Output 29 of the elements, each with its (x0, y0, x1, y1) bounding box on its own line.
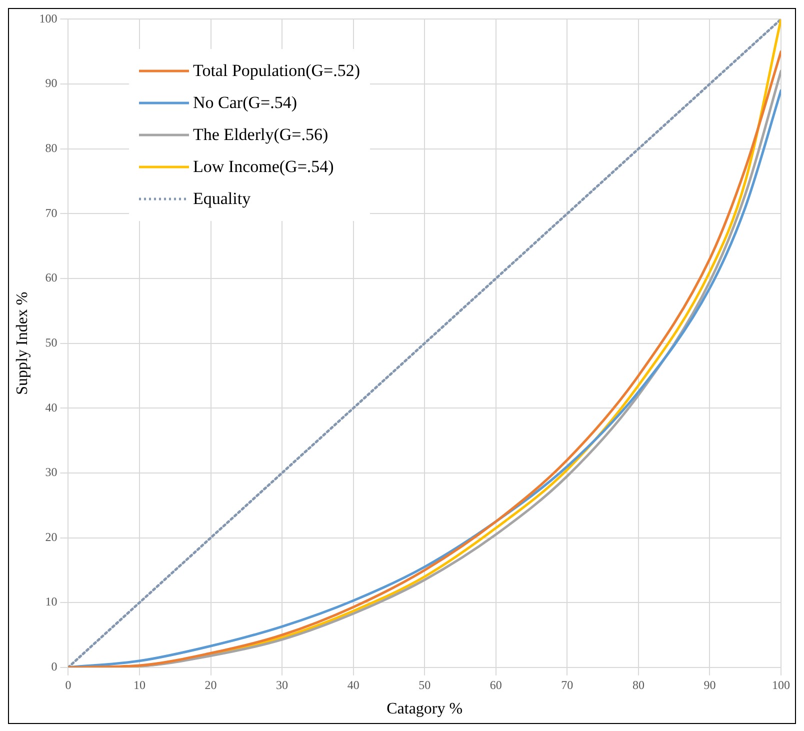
x-tick-label: 60 (490, 678, 502, 692)
x-tick-label: 100 (772, 678, 790, 692)
legend-label: Low Income(G=.54) (193, 157, 334, 177)
y-tick-label: 60 (45, 270, 58, 285)
y-tick-label: 0 (51, 660, 58, 674)
legend-label: The Elderly(G=.56) (193, 125, 328, 145)
y-tick-label: 40 (45, 400, 58, 414)
y-tick-label: 100 (39, 11, 58, 26)
y-tick-label: 50 (45, 335, 58, 350)
x-tick-label: 90 (704, 678, 716, 692)
x-tick-label: 10 (133, 678, 146, 692)
x-axis-title: Catagory % (386, 700, 463, 718)
y-tick-label: 80 (45, 140, 58, 155)
y-tick-label: 30 (45, 465, 58, 480)
x-tick-label: 30 (276, 678, 288, 692)
x-tick-label: 80 (632, 678, 644, 692)
legend-label: Total Population(G=.52) (193, 61, 360, 81)
legend-label: No Car(G=.54) (193, 93, 298, 113)
y-tick-label: 90 (45, 76, 58, 90)
x-tick-label: 70 (561, 678, 574, 692)
y-axis-title: Supply Index % (14, 292, 31, 395)
x-tick-label: 50 (418, 678, 431, 692)
x-tick-label: 40 (347, 678, 360, 692)
x-tick-label: 0 (65, 678, 72, 692)
y-tick-label: 10 (45, 594, 58, 609)
legend-label: Equality (193, 189, 251, 209)
y-tick-label: 70 (45, 206, 58, 220)
y-tick-label: 20 (45, 530, 58, 544)
x-tick-label: 20 (204, 678, 217, 692)
